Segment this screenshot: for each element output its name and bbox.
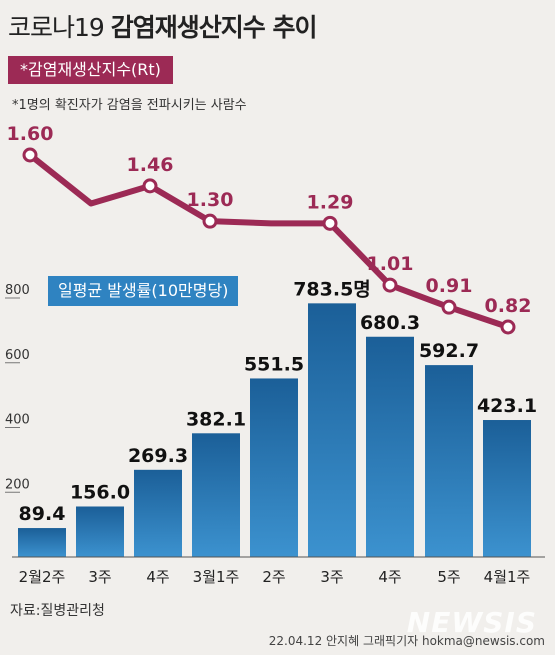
rt-legend-badge: *감염재생산지수(Rt) xyxy=(8,56,173,84)
y-tick-label: 400 xyxy=(5,413,30,428)
rt-value-label: 1.30 xyxy=(187,189,234,211)
source-note: 자료:질병관리청 xyxy=(10,603,105,619)
bar xyxy=(18,528,66,557)
rt-point xyxy=(142,178,158,194)
x-tick-label: 3주 xyxy=(88,568,111,586)
y-axis: 200 400 600 800 xyxy=(5,283,30,493)
incidence-legend-badge: 일평균 발생률(10만명당) xyxy=(48,276,239,306)
bar xyxy=(250,378,298,557)
credit-line: 22.04.12 안지혜 그래픽기자 hokma@newsis.com xyxy=(268,634,545,648)
x-tick-label: 4주 xyxy=(146,568,169,586)
x-tick-label: 4월1주 xyxy=(484,568,531,586)
x-tick-label: 3월1주 xyxy=(193,568,240,586)
bar-value-label: 680.3 xyxy=(360,312,420,334)
rt-point xyxy=(22,147,38,163)
y-tick-label: 600 xyxy=(5,348,30,363)
x-tick-label: 3주 xyxy=(320,568,343,586)
x-tick-label: 4주 xyxy=(378,568,401,586)
rt-value-label: 1.29 xyxy=(307,191,354,213)
bar xyxy=(425,365,473,557)
rt-footnote: *1명의 확진자가 감염을 전파시키는 사람수 xyxy=(12,98,247,113)
rt-point xyxy=(322,215,338,231)
rt-value-label: 0.91 xyxy=(426,275,473,297)
bar xyxy=(366,336,414,557)
bar-value-label: 551.5 xyxy=(244,353,304,375)
rt-point xyxy=(202,213,218,229)
bar xyxy=(76,506,124,557)
bar xyxy=(308,303,356,557)
bar xyxy=(192,433,240,557)
rt-point xyxy=(441,299,457,315)
bar-value-label: 783.5명 xyxy=(293,278,371,300)
rt-line-series: 1.60 1.46 1.30 1.29 1.01 0.91 0.82 xyxy=(7,123,532,335)
bar xyxy=(134,469,182,557)
rt-value-label: 1.60 xyxy=(7,123,54,145)
rt-value-label: 0.82 xyxy=(485,295,532,317)
y-tick-label: 200 xyxy=(5,477,30,492)
rt-point xyxy=(500,319,516,335)
rt-line xyxy=(28,152,509,330)
rt-value-label: 1.01 xyxy=(367,253,414,275)
rt-point xyxy=(382,277,398,293)
bar-value-label: 423.1 xyxy=(477,395,537,417)
bar-value-label: 382.1 xyxy=(186,408,246,430)
bar xyxy=(483,420,531,557)
newsis-watermark: NEWSIS xyxy=(406,606,537,639)
y-tick-label: 800 xyxy=(5,283,30,298)
x-tick-label: 5주 xyxy=(437,568,460,586)
bar-value-label: 89.4 xyxy=(19,503,66,525)
x-tick-label: 2월2주 xyxy=(19,568,66,586)
bar-value-label: 592.7 xyxy=(419,340,479,362)
title-part1: 코로나19 xyxy=(8,13,111,42)
bar-value-label: 269.3 xyxy=(128,445,188,467)
bar-value-label: 156.0 xyxy=(70,481,130,503)
rt-value-label: 1.46 xyxy=(127,154,174,176)
x-axis-labels: 2월2주 3주 4주 3월1주 2주 3주 4주 5주 4월1주 xyxy=(19,568,531,586)
page-title: 코로나19 감염재생산지수 추이 xyxy=(8,8,318,44)
x-tick-label: 2주 xyxy=(262,568,285,586)
title-part2: 감염재생산지수 추이 xyxy=(110,13,318,42)
